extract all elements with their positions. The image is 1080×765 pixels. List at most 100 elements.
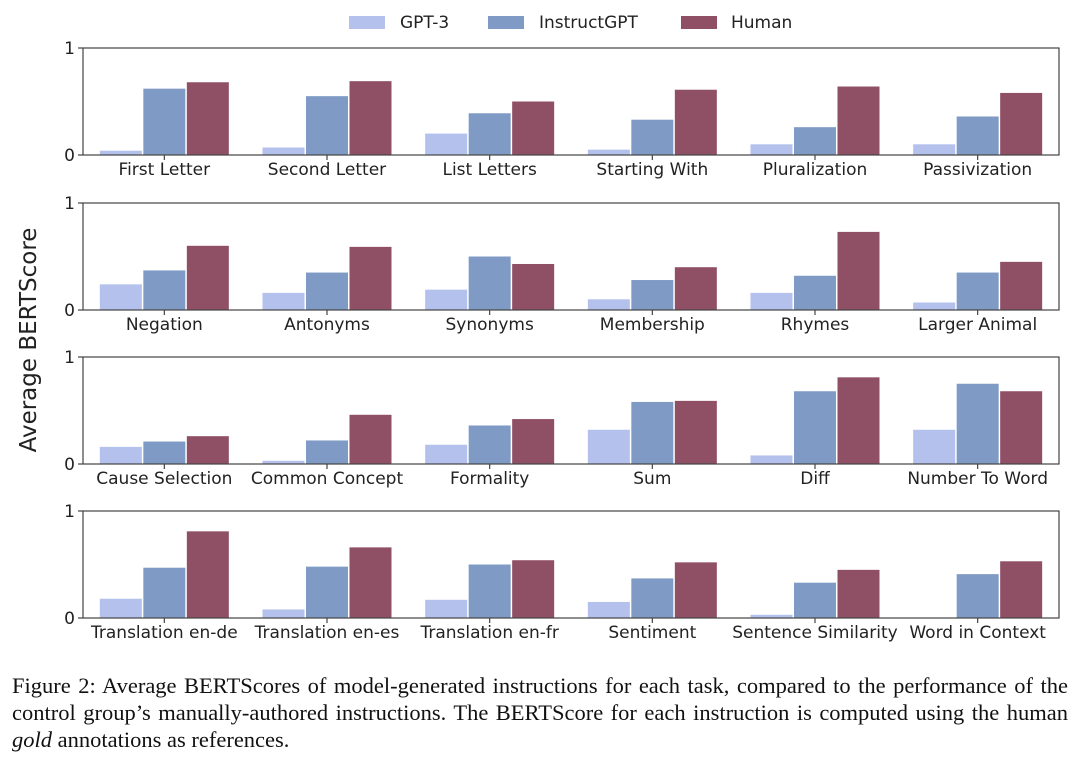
bar: [306, 96, 348, 155]
category-label: Negation: [126, 315, 203, 335]
category-label: Passivization: [923, 160, 1032, 180]
bar: [306, 272, 348, 310]
caption-text-after: annotations as references.: [52, 727, 290, 752]
category-label: Translation en-de: [90, 623, 238, 643]
bar: [956, 383, 999, 464]
panel-1: 0 1 First Letter Second Letter List Letters S…: [64, 39, 1060, 180]
bar: [143, 441, 186, 464]
category-label: Formality: [450, 469, 529, 489]
bar: [425, 444, 468, 464]
bar: [349, 81, 392, 155]
category-label: Sum: [633, 469, 671, 489]
panel-2: 0 1 Negation Antonyms Synonyms Membership Rhym…: [64, 194, 1060, 335]
bar: [143, 88, 186, 155]
y-tick-label: 1: [64, 502, 75, 522]
category-label: Translation en-fr: [419, 623, 558, 643]
bar: [186, 436, 229, 464]
bar: [913, 302, 956, 310]
bar: [837, 377, 880, 464]
bar: [306, 566, 348, 618]
figure-caption: Figure 2: Average BERTScores of model-ge…: [12, 672, 1068, 753]
bar: [794, 582, 836, 618]
panel-frame: [82, 202, 1060, 311]
category-label: List Letters: [442, 160, 537, 180]
bar: [425, 133, 468, 155]
bar: [262, 460, 305, 464]
category-label: First Letter: [119, 160, 211, 180]
legend: GPT-3 InstructGPT Human: [349, 13, 792, 33]
panel-frame: [82, 47, 1060, 156]
y-tick-label: 0: [64, 301, 75, 321]
legend-label: InstructGPT: [539, 13, 639, 33]
y-tick-label: 1: [64, 39, 75, 59]
bar: [587, 299, 630, 310]
category-label: Antonyms: [284, 315, 370, 335]
panel-frame: [82, 510, 1060, 619]
bar: [1000, 261, 1043, 310]
category-label: Starting With: [596, 160, 708, 180]
bar: [913, 144, 956, 155]
category-label: Sentiment: [608, 623, 696, 643]
legend-label: GPT-3: [400, 13, 449, 33]
bar: [186, 82, 229, 155]
caption-emphasis: gold: [12, 727, 53, 752]
bar: [631, 119, 674, 155]
bar: [956, 272, 999, 310]
bertscore-bar-chart: GPT-3 InstructGPT Human Average BERTScore 0 1…: [16, 13, 1060, 643]
bar: [674, 562, 717, 618]
bar: [674, 400, 717, 464]
bar: [143, 567, 186, 618]
bar: [186, 245, 229, 310]
category-label: Second Letter: [268, 160, 386, 180]
bar: [468, 564, 511, 618]
bar: [674, 89, 717, 155]
bar: [262, 292, 305, 310]
bar: [186, 531, 229, 618]
caption-label: Figure 2:: [12, 673, 96, 698]
bar: [512, 263, 555, 310]
bar: [1000, 92, 1043, 155]
legend-label: Human: [731, 13, 792, 33]
y-tick-label: 0: [64, 455, 75, 475]
bar: [468, 113, 511, 155]
bar: [425, 599, 468, 618]
bar: [956, 116, 999, 155]
bar: [750, 292, 793, 310]
bar: [99, 598, 142, 618]
bar: [794, 391, 836, 464]
y-axis-label: Average BERTScore: [16, 228, 42, 453]
category-label: Membership: [600, 315, 705, 335]
category-label: Number To Word: [907, 469, 1048, 489]
bar: [956, 574, 999, 618]
bar: [306, 440, 348, 464]
bar: [750, 614, 793, 618]
category-label: Larger Animal: [918, 315, 1037, 335]
bar: [468, 256, 511, 310]
bar: [794, 127, 836, 155]
bar: [587, 149, 630, 155]
bar: [512, 419, 555, 464]
bar: [143, 270, 186, 310]
bar: [512, 560, 555, 618]
bar: [750, 144, 793, 155]
bar: [631, 401, 674, 464]
bar: [837, 569, 880, 618]
bar: [99, 284, 142, 310]
category-label: Word in Context: [909, 623, 1046, 643]
bar: [425, 289, 468, 310]
category-label: Synonyms: [446, 315, 534, 335]
category-label: Rhymes: [781, 315, 850, 335]
panel-4: 0 1 Translation en-de Translation en-es Tran…: [64, 502, 1060, 643]
legend-swatch: [681, 16, 717, 29]
bar: [587, 429, 630, 464]
y-tick-label: 0: [64, 146, 75, 166]
panel-frame: [82, 356, 1060, 465]
bar: [349, 547, 392, 618]
bar: [349, 246, 392, 310]
bar: [99, 446, 142, 464]
bar: [512, 101, 555, 155]
bar: [1000, 391, 1043, 464]
category-label: Translation en-es: [254, 623, 400, 643]
bar: [837, 231, 880, 310]
